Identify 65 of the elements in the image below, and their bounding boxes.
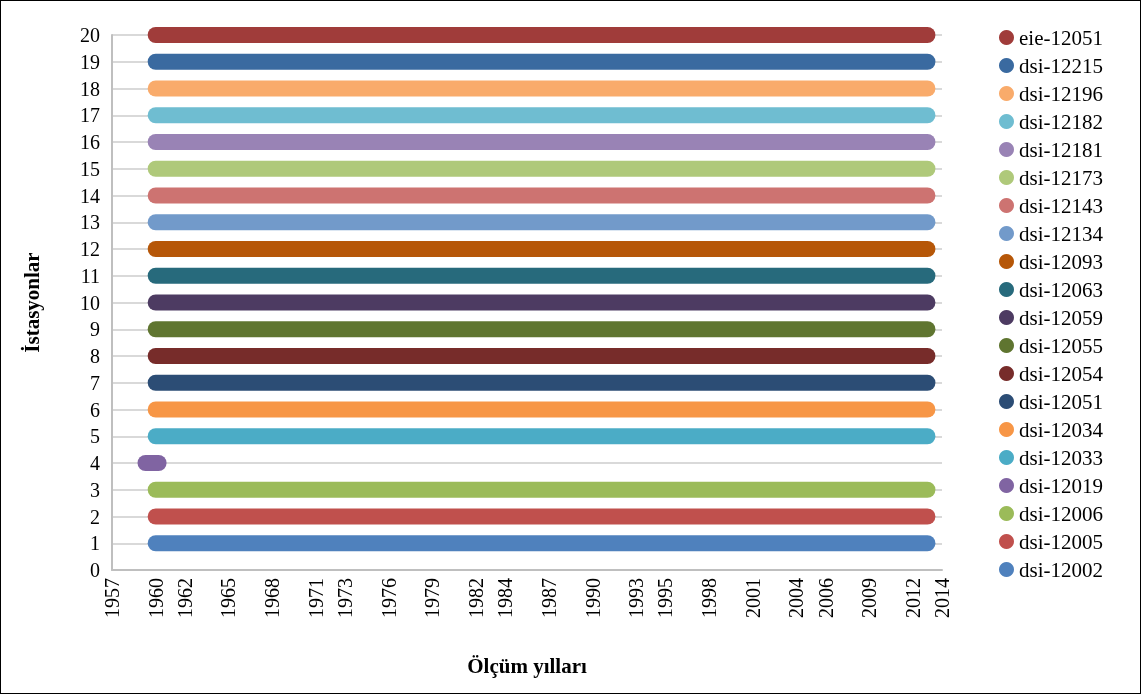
legend-label: dsi-12034	[1019, 417, 1104, 442]
legend-label: dsi-12143	[1019, 193, 1103, 218]
y-tick-label: 12	[80, 238, 100, 260]
x-tick-label: 2012	[901, 578, 924, 618]
x-tick-label: 1990	[581, 578, 604, 618]
x-tick-label: 2009	[858, 578, 881, 618]
y-tick-label: 11	[80, 264, 100, 287]
y-tick-label: 15	[80, 157, 100, 180]
x-tick-label: 1993	[625, 578, 648, 618]
legend-label: dsi-12181	[1019, 137, 1103, 162]
legend-label: dsi-12002	[1019, 557, 1103, 582]
legend-label: dsi-12054	[1019, 361, 1104, 386]
x-tick-label: 2004	[785, 578, 808, 618]
x-tick-label: 1984	[494, 578, 517, 618]
y-tick-label: 9	[90, 318, 100, 341]
legend-label: dsi-12006	[1019, 501, 1103, 526]
x-tick-label: 1976	[377, 578, 400, 618]
legend-label: dsi-12182	[1019, 109, 1103, 134]
y-tick-label: 19	[80, 50, 100, 73]
legend-label: dsi-12055	[1019, 333, 1103, 358]
x-tick-label: 1968	[261, 578, 284, 618]
y-tick-label: 2	[90, 505, 100, 528]
y-tick-label: 1	[90, 532, 100, 555]
x-tick-label: 2014	[931, 578, 953, 618]
y-tick-label: 18	[80, 77, 100, 100]
x-tick-label: 1957	[101, 578, 123, 618]
y-axis-title: İstasyonlar	[19, 252, 44, 353]
x-tick-label: 1979	[421, 578, 444, 618]
y-tick-label: 7	[90, 371, 100, 394]
y-tick-label: 17	[80, 104, 100, 127]
x-tick-label: 1995	[654, 578, 677, 618]
y-tick-label: 16	[80, 131, 100, 153]
y-tick-label: 14	[80, 184, 100, 207]
legend-label: dsi-12173	[1019, 165, 1103, 190]
x-tick-label: 1965	[217, 578, 240, 618]
y-tick-label: 20	[80, 24, 100, 46]
x-tick-label: 1998	[698, 578, 721, 618]
x-tick-label: 1971	[304, 578, 327, 618]
x-tick-label: 1960	[144, 578, 167, 618]
y-tick-label: 13	[80, 211, 100, 234]
x-tick-label: 2001	[741, 578, 764, 618]
y-tick-label: 3	[90, 478, 100, 501]
y-tick-label: 0	[90, 559, 100, 581]
legend-label: dsi-12215	[1019, 53, 1103, 78]
legend-label: dsi-12033	[1019, 445, 1103, 470]
legend-label: dsi-12059	[1019, 305, 1103, 330]
x-tick-label: 1962	[173, 578, 196, 618]
legend-label: dsi-12051	[1019, 389, 1103, 414]
y-tick-label: 5	[90, 425, 100, 448]
legend-label: dsi-12005	[1019, 529, 1103, 554]
x-tick-label: 1973	[333, 578, 356, 618]
y-tick-label: 6	[90, 398, 100, 421]
x-tick-label: 2006	[814, 578, 837, 618]
legend-label: dsi-12134	[1019, 221, 1104, 246]
legend-label: dsi-12093	[1019, 249, 1103, 274]
legend-label: eie-12051	[1019, 25, 1103, 50]
y-tick-label: 10	[80, 291, 100, 314]
x-axis-title: Ölçüm yılları	[467, 653, 587, 678]
y-tick-label: 8	[90, 345, 100, 367]
x-tick-label: 1987	[537, 578, 560, 618]
legend-label: dsi-12019	[1019, 473, 1103, 498]
legend-label: dsi-12196	[1019, 81, 1103, 106]
y-tick-label: 4	[90, 452, 100, 474]
legend-label: dsi-12063	[1019, 277, 1103, 302]
x-tick-label: 1982	[465, 578, 488, 618]
